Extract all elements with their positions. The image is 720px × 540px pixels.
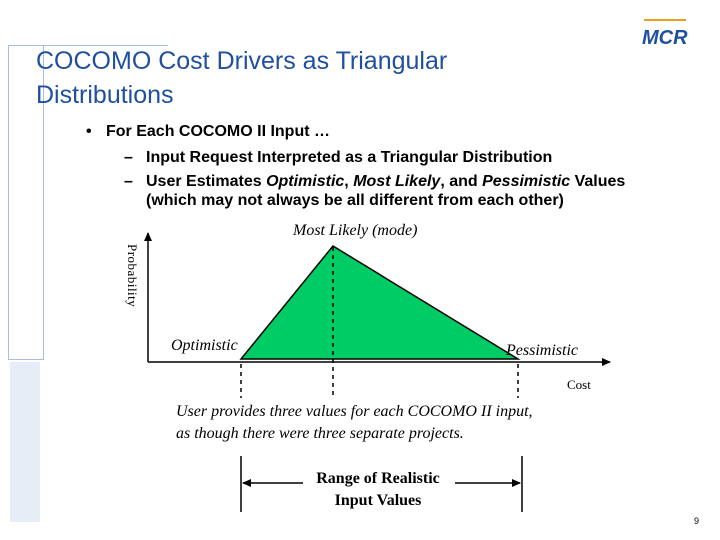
bullet-level2-text: Input Request Interpreted as a Triangula… [146, 149, 553, 166]
slide-title-line2: Distributions [36, 81, 174, 109]
bullet-level1-text: For Each COCOMO II Input … [106, 123, 330, 140]
bullet-level2-item: – User Estimates Optimistic, Most Likely,… [124, 173, 625, 191]
mode-label: Most Likely (mode) [293, 222, 418, 239]
decorative-left-frame [8, 45, 44, 360]
dash-icon: – [124, 149, 133, 166]
page-number: 9 [694, 516, 700, 526]
bullet-level2-item: – Input Request Interpreted as a Triangul… [124, 149, 552, 167]
bullet-level1: • For Each COCOMO II Input … [86, 123, 330, 141]
mcr-logo: MCR [642, 19, 688, 49]
logo-text: MCR [642, 27, 688, 49]
slide-title-line1: COCOMO Cost Drivers as Triangular [36, 47, 448, 75]
decorative-left-block [10, 362, 40, 522]
bullet-level2-continuation: (which may not always be all different f… [146, 192, 564, 209]
note-line1: User provides three values for each COCO… [176, 403, 533, 420]
range-line1: Range of Realistic [316, 470, 440, 487]
x-axis-label: Cost [567, 377, 591, 392]
optimistic-label: Optimistic [171, 337, 238, 354]
range-label: Range of Realistic Input Values [290, 468, 466, 512]
bullet-text-optimistic: Optimistic [266, 173, 345, 190]
y-axis-label: Probability [125, 244, 140, 308]
decorative-top-line [8, 45, 168, 46]
triangle-distribution [239, 245, 521, 360]
note-line2: as though there were three separate proj… [176, 425, 464, 442]
bullet-text-pessimistic: Pessimistic [482, 173, 571, 190]
slide-title: COCOMO Cost Drivers as Triangular Distri… [36, 44, 616, 112]
dash-icon: – [124, 173, 133, 190]
pessimistic-label: Pessimistic [506, 342, 578, 359]
bullet-text-part: , [344, 173, 354, 190]
bullet-dot-icon: • [86, 123, 92, 140]
range-line2: Input Values [334, 492, 422, 509]
bullet-text-part: Values [570, 173, 626, 190]
diagram-note: User provides three values for each COCO… [176, 401, 533, 445]
bullet-text-part: User Estimates [146, 173, 267, 190]
bullet-list: • For Each COCOMO II Input … – Input Reque… [0, 0, 720, 220]
bullet-text-part: , and [440, 173, 483, 190]
bullet-text-mostlikely: Most Likely [353, 173, 441, 190]
